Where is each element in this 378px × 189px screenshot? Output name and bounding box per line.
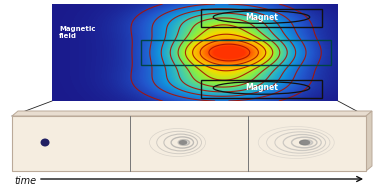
- Ellipse shape: [299, 140, 310, 145]
- Bar: [201, 9, 322, 27]
- Text: Magnet: Magnet: [245, 13, 278, 22]
- Polygon shape: [12, 116, 366, 171]
- Bar: [141, 40, 331, 65]
- Bar: [201, 80, 322, 98]
- Ellipse shape: [179, 140, 187, 145]
- Text: Magnet: Magnet: [245, 83, 278, 92]
- Polygon shape: [12, 111, 372, 116]
- Polygon shape: [366, 111, 372, 171]
- Ellipse shape: [178, 140, 189, 145]
- Ellipse shape: [300, 140, 313, 145]
- Text: time: time: [14, 176, 36, 186]
- FancyArrowPatch shape: [41, 177, 362, 181]
- Ellipse shape: [40, 139, 50, 146]
- Text: Magnetic
field: Magnetic field: [59, 26, 96, 39]
